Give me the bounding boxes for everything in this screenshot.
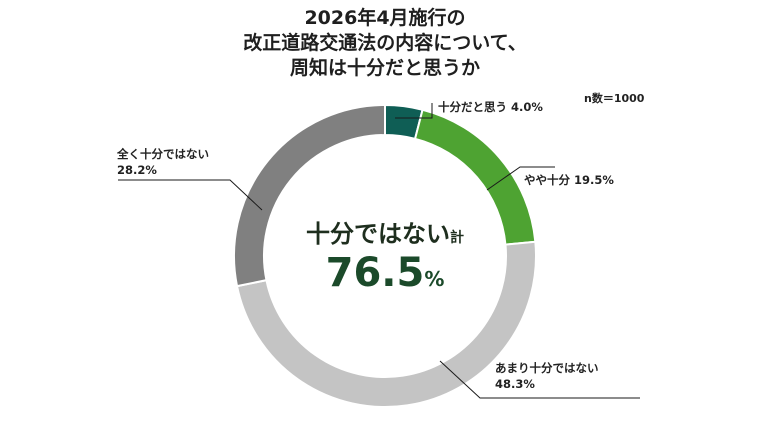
title-line-2: 改正道路交通法の内容について、 (243, 32, 527, 54)
center-label-suffix: 計 (450, 230, 464, 246)
label-not-at-all-value: 28.2% (117, 163, 157, 177)
center-value-unit: % (424, 267, 445, 291)
label-not-very-value: 48.3% (495, 377, 535, 391)
title-line-3: 周知は十分だと思うか (289, 57, 480, 79)
label-enough-value: 4.0% (511, 100, 543, 114)
label-somewhat-enough-category: やや十分 (524, 173, 570, 187)
label-enough-category: 十分だと思う (438, 100, 507, 114)
center-value-number: 76.5 (325, 250, 425, 296)
label-not-at-all: 全く十分ではない 28.2% (117, 146, 209, 178)
leader-lines (118, 103, 640, 399)
chart-title: 2026年4月施行の 改正道路交通法の内容について、 周知は十分だと思うか (0, 6, 770, 81)
leader-not-at-all (118, 179, 263, 211)
label-not-very-category: あまり十分ではない (495, 361, 599, 375)
sample-size-note: n数＝1000 (584, 92, 645, 105)
center-label-text: 十分ではない (306, 220, 450, 248)
title-line-1: 2026年4月施行の (304, 7, 466, 29)
label-somewhat-enough-value: 19.5% (574, 173, 614, 187)
label-not-very: あまり十分ではない 48.3% (495, 360, 599, 392)
leader-enough (395, 103, 433, 119)
label-enough: 十分だと思う 4.0% (438, 99, 543, 115)
slice-not-at-all (233, 103, 386, 288)
center-label: 十分ではない計 (283, 214, 487, 249)
leader-somewhat-enough (486, 166, 555, 191)
label-not-at-all-category: 全く十分ではない (117, 147, 209, 161)
center-value: 76.5% (283, 250, 487, 296)
donut-slices (233, 103, 537, 408)
leader-not-very (439, 360, 640, 399)
label-somewhat-enough: やや十分 19.5% (524, 172, 614, 188)
